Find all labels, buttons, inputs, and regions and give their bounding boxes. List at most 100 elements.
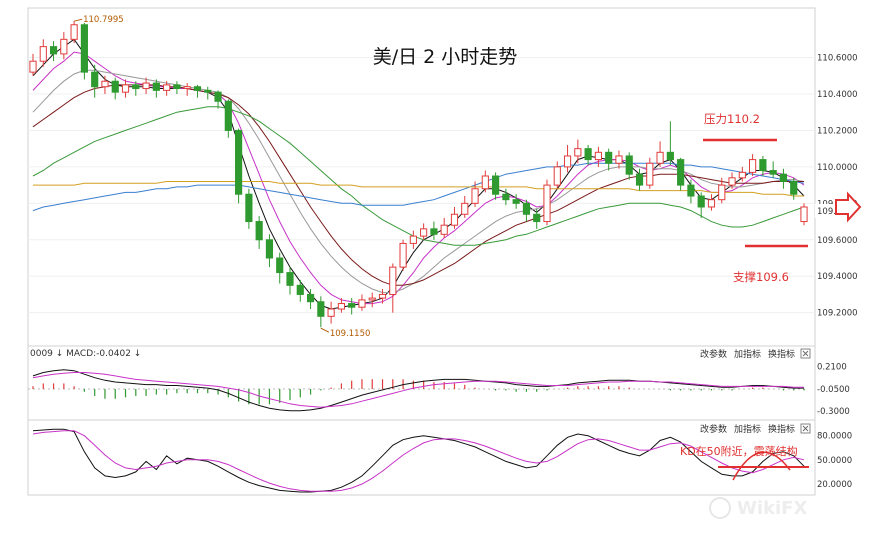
kd-line: [32, 430, 805, 492]
moving-average-line: [32, 38, 805, 310]
candle-body: [533, 213, 541, 223]
support-label: 支撑109.6: [733, 270, 789, 284]
candle-body: [625, 155, 633, 175]
candle-body: [265, 239, 274, 259]
macd-panel-frame: [27, 345, 816, 421]
macd-line: [32, 369, 804, 412]
watermark-text: WikiFX: [737, 498, 807, 519]
moving-average-line: [32, 84, 804, 286]
right-arrow-icon: [835, 191, 862, 223]
candle-body: [769, 170, 777, 175]
candle-body: [461, 202, 469, 215]
candle-body: [563, 155, 572, 168]
candle-body: [132, 84, 140, 90]
candle-body: [214, 91, 222, 102]
candle-body: [759, 159, 767, 172]
candle-body: [800, 206, 808, 223]
kd-tick-label: 50.0000: [817, 456, 852, 466]
candle-body: [49, 46, 58, 55]
macd-header-text: 0009 ↓ MACD:-0.0402 ↓: [30, 349, 141, 359]
watermark-logo-icon: [709, 497, 731, 519]
macd-tick-label: 0.2100: [817, 362, 847, 372]
macd-axis-ticks: 0.2100 -0.0500 -0.3000: [28, 362, 850, 417]
price-tick-label: 110.6000: [817, 54, 858, 64]
candle-body: [718, 184, 726, 201]
candle-body: [399, 242, 407, 268]
macd-add-indicator-link[interactable]: 加指标: [734, 348, 761, 360]
price-tick-label: 110.4000: [817, 90, 858, 100]
kd-close-icon[interactable]: [800, 423, 811, 434]
candle-body: [471, 188, 479, 204]
kd-lines: [32, 428, 805, 493]
kd-line: [32, 428, 805, 493]
price-axis-ticks: 110.6000110.4000110.2000110.0000109.8000…: [817, 54, 858, 319]
candlestick-series: [29, 21, 808, 328]
low-marker-label: 109.1150: [330, 329, 371, 339]
kd-panel-frame: [27, 419, 816, 496]
moving-average-lines: [32, 38, 805, 310]
candle-body: [512, 199, 520, 204]
candle-body: [779, 173, 788, 182]
candle-body: [553, 166, 561, 186]
candle-body: [574, 148, 582, 157]
candle-body: [183, 86, 191, 90]
current-price-box: [815, 204, 839, 218]
candle-body: [286, 272, 294, 286]
macd-lines: [32, 369, 804, 412]
candle-body: [204, 89, 212, 93]
macd-edit-params-link[interactable]: 改参数: [700, 348, 727, 360]
candle-body: [430, 228, 438, 235]
candle-body: [245, 193, 253, 223]
macd-histogram: [32, 379, 805, 405]
macd-tick-label: -0.3000: [817, 407, 850, 417]
kd-tick-label: 80.0000: [817, 432, 852, 442]
kd-add-indicator-link[interactable]: 加指标: [734, 423, 761, 435]
high-low-markers: 110.7995 109.1150: [73, 15, 371, 339]
candle-body: [173, 84, 181, 90]
candle-body: [738, 171, 746, 179]
candle-body: [70, 24, 78, 40]
candle-body: [255, 221, 263, 241]
candle-body: [605, 151, 613, 164]
macd-close-icon[interactable]: [800, 348, 811, 359]
candle-body: [728, 177, 736, 186]
price-gridlines: [28, 57, 815, 314]
macd-header: 0009 ↓ MACD:-0.0402 ↓: [30, 349, 141, 359]
candle-body: [163, 84, 171, 91]
candle-body: [450, 213, 459, 226]
candle-body: [697, 195, 705, 208]
kd-note: KD在50附近，震荡结构: [680, 444, 798, 458]
candle-body: [29, 60, 37, 73]
kd-edit-params-link[interactable]: 改参数: [700, 423, 727, 435]
kd-switch-indicator-link[interactable]: 换指标: [768, 423, 795, 435]
watermark: WikiFX: [709, 497, 807, 519]
candle-body: [235, 129, 243, 195]
kd-panel-links: 改参数 加指标 换指标: [700, 423, 811, 435]
candle-body: [543, 184, 551, 223]
candle-body: [646, 162, 654, 186]
candle-body: [584, 148, 592, 161]
candle-body: [296, 284, 304, 295]
candle-body: [420, 228, 428, 237]
low-marker-pointer: [320, 327, 330, 333]
candle-body: [317, 301, 325, 317]
candle-body: [337, 303, 345, 310]
candle-body: [111, 80, 119, 93]
candle-body: [39, 46, 47, 62]
price-tick-label: 110.0000: [817, 163, 858, 173]
candle-body: [368, 297, 376, 301]
candle-body: [60, 38, 68, 55]
candle-body: [142, 82, 150, 90]
kd-axis-ticks: 80.0000 50.0000 20.0000: [817, 432, 852, 490]
moving-average-line: [32, 69, 805, 294]
candle-body: [790, 180, 798, 195]
moving-average-line: [32, 106, 805, 246]
candle-body: [409, 235, 417, 244]
macd-panel-links: 改参数 加指标 换指标: [700, 348, 811, 360]
macd-line: [32, 372, 804, 408]
current-price-label: 109.8: [817, 207, 841, 217]
price-tick-label: 109.4000: [817, 272, 858, 282]
macd-switch-indicator-link[interactable]: 换指标: [768, 348, 795, 360]
price-tick-label: 109.6000: [817, 236, 858, 246]
candle-body: [121, 84, 130, 93]
